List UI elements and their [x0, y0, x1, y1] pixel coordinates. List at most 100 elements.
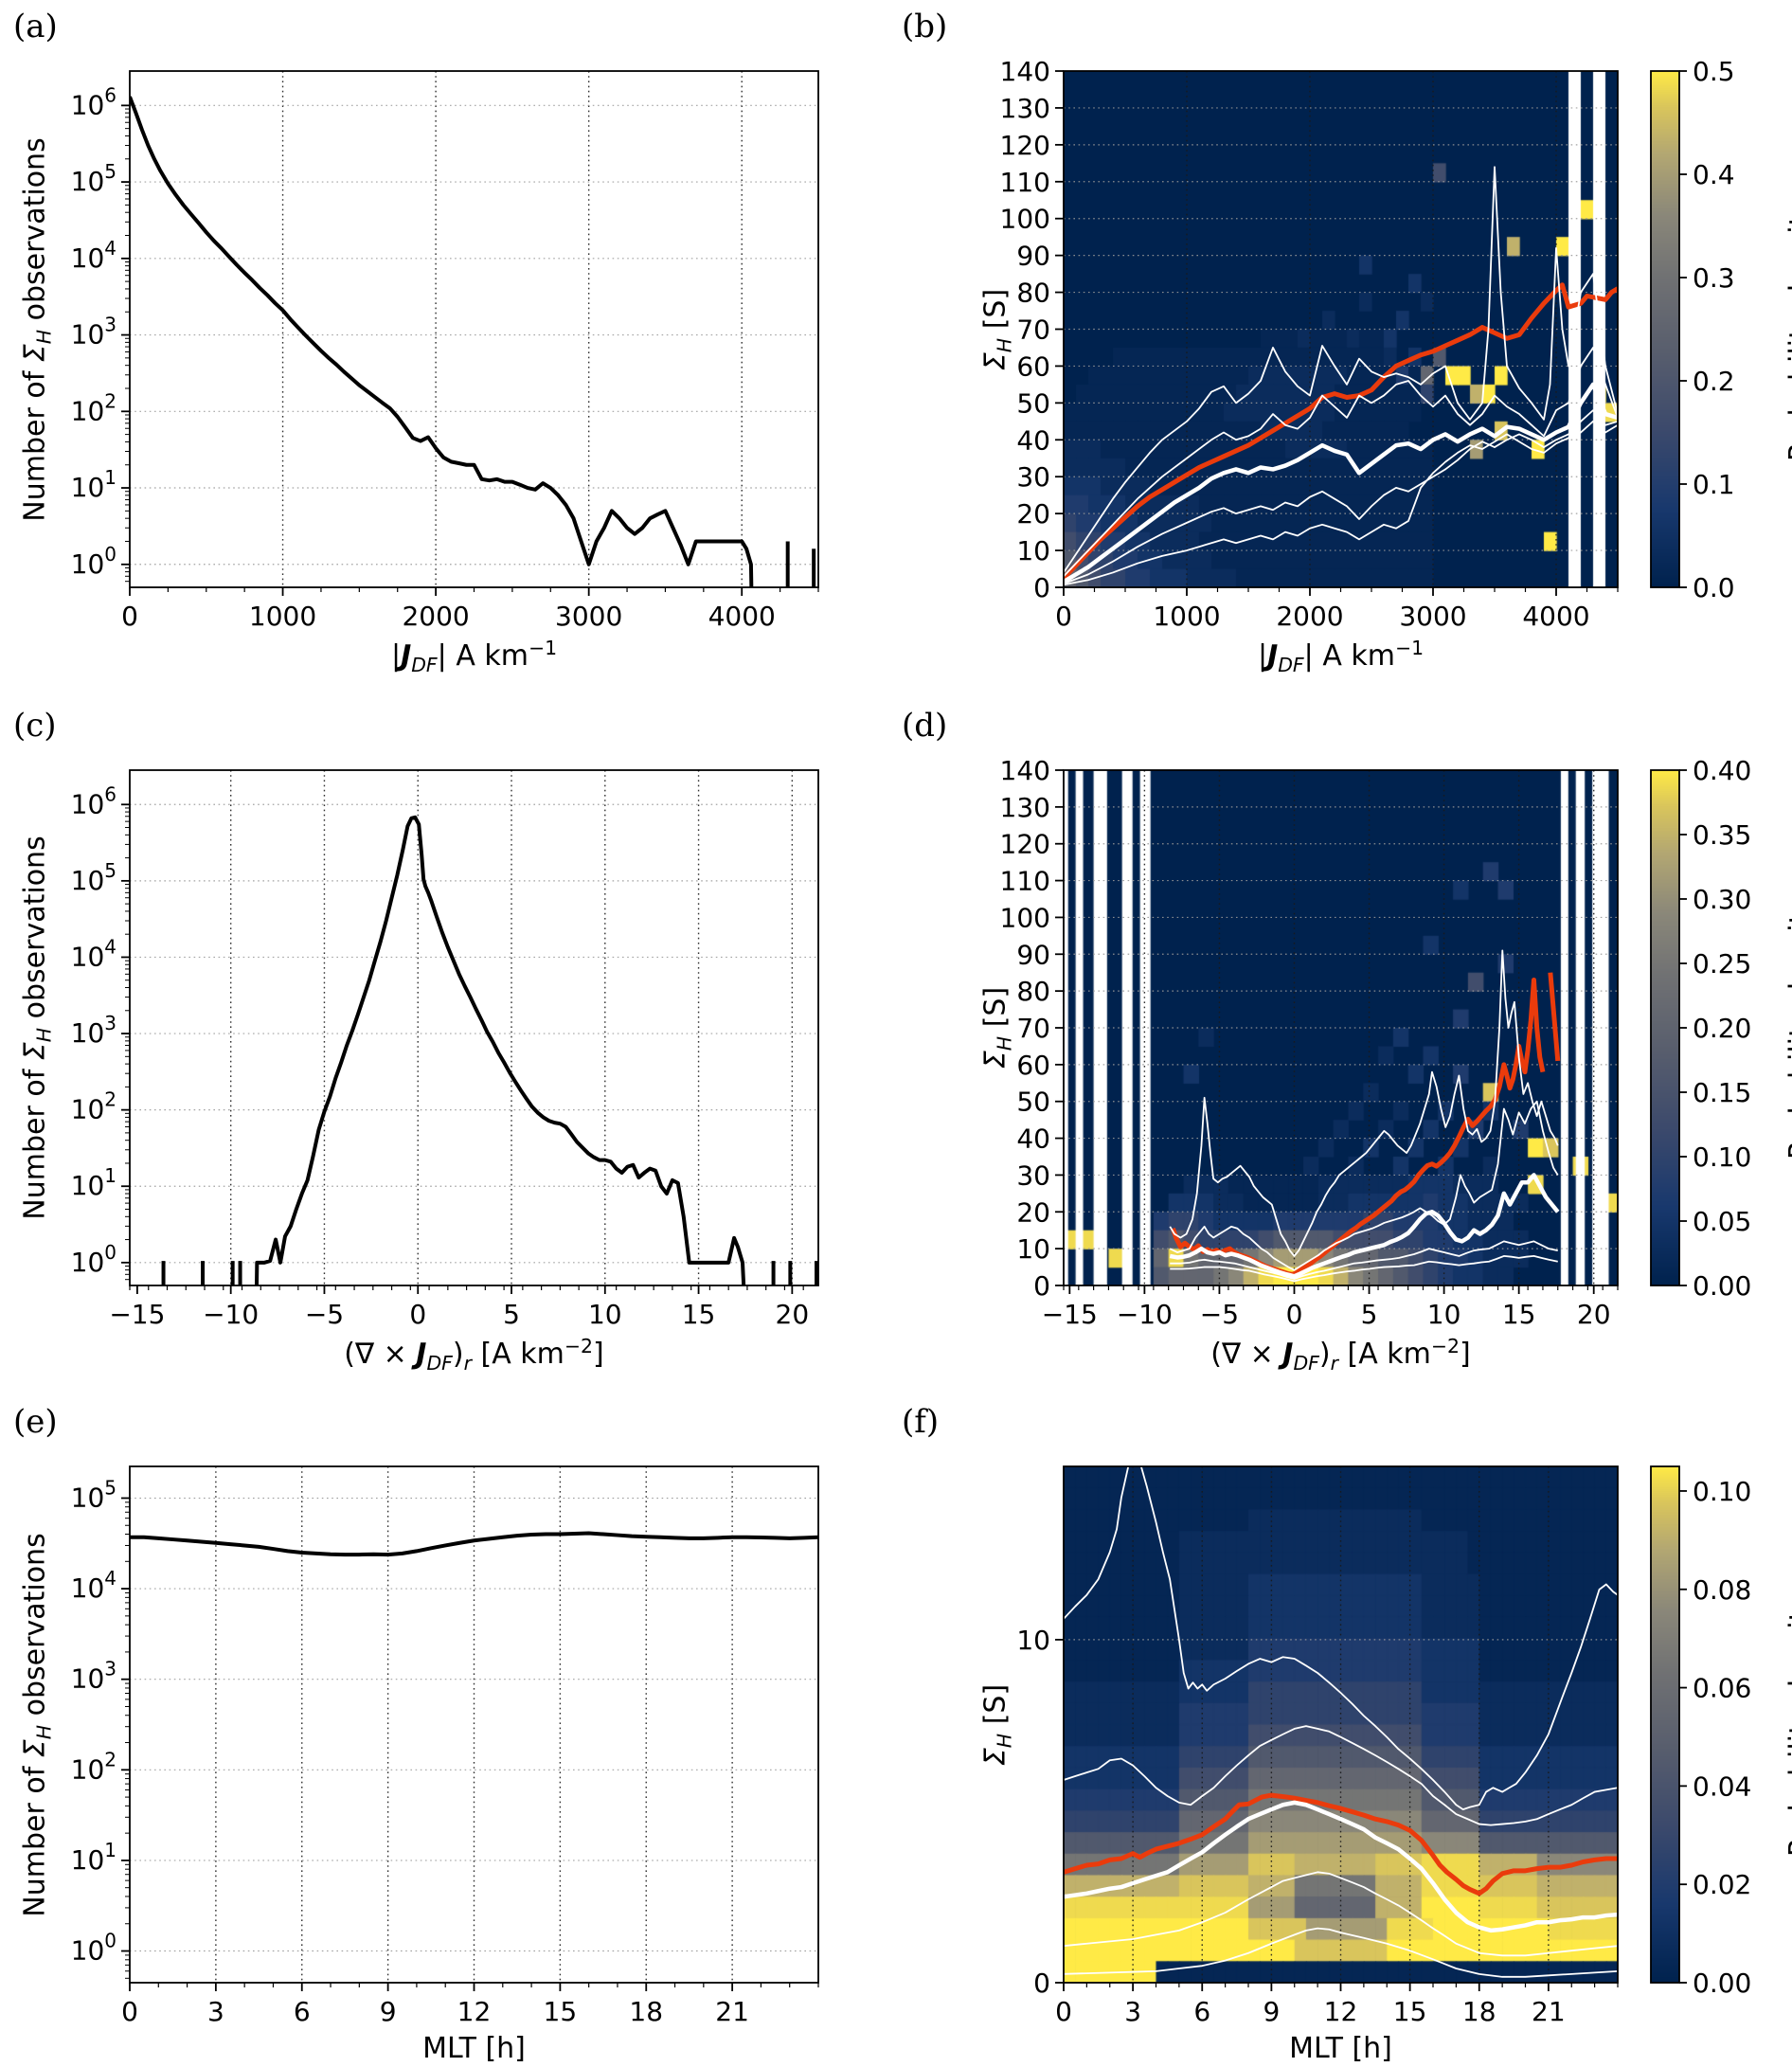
svg-text:18: 18: [629, 1996, 663, 2027]
panel-b-x-axis-label: |JDF| A km−1: [1257, 637, 1425, 676]
svg-text:18: 18: [1462, 1996, 1496, 2027]
svg-text:12: 12: [457, 1996, 492, 2027]
panel-f-x-ticks: 0 3 6 9 12 15 18 21: [1055, 1983, 1619, 2027]
panel-f-data: [1064, 1466, 1618, 1978]
svg-text:30: 30: [1016, 461, 1050, 493]
svg-text:10: 10: [1016, 1625, 1050, 1656]
panel-b-y-ticks: 0 10 20 30 40 50 60 70 80 90 100 110 120 130 140: [1000, 56, 1064, 603]
svg-text:0: 0: [1286, 1299, 1303, 1330]
svg-text:0: 0: [1055, 601, 1072, 632]
panel-d-letter: (d): [902, 707, 948, 745]
panel-e-letter: (e): [13, 1403, 58, 1441]
panel-b-x-ticks: 0 1000 2000 3000 4000: [1055, 587, 1619, 632]
svg-text:90: 90: [1016, 939, 1050, 970]
svg-text:0.08: 0.08: [1693, 1574, 1751, 1606]
svg-text:0: 0: [121, 601, 138, 632]
svg-text:1000: 1000: [249, 601, 316, 632]
svg-text:0.0: 0.0: [1693, 572, 1735, 603]
svg-text:70: 70: [1016, 1013, 1050, 1044]
svg-text:0.5: 0.5: [1693, 56, 1735, 87]
svg-text:40: 40: [1016, 1123, 1050, 1155]
svg-text:110: 110: [1000, 167, 1050, 198]
svg-text:−5: −5: [1200, 1299, 1239, 1330]
svg-text:−10: −10: [203, 1299, 259, 1330]
svg-text:3000: 3000: [555, 601, 622, 632]
svg-text:3: 3: [1124, 1996, 1141, 2027]
svg-text:10: 10: [1427, 1299, 1461, 1330]
panel-d-y-ticks: 0 10 20 30 40 50 60 70 80 90 100 110 120 130 140: [1000, 755, 1064, 1302]
svg-text:10: 10: [588, 1299, 622, 1330]
panel-d-data: [1169, 949, 1561, 1283]
svg-text:3000: 3000: [1399, 601, 1466, 632]
panel-e-data: [130, 1531, 818, 1557]
panel-e-x-axis-label: MLT [h]: [422, 2032, 526, 2065]
svg-text:120: 120: [1000, 829, 1050, 860]
svg-text:0.40: 0.40: [1693, 755, 1751, 786]
panel-f-y-ticks: 10 0: [1016, 1625, 1064, 1999]
svg-text:0: 0: [1033, 572, 1050, 603]
svg-text:0: 0: [1055, 1996, 1072, 2027]
panel-c-x-axis-label: (∇ × JDF)r [A km−2]: [344, 1335, 604, 1375]
svg-text:105: 105: [71, 160, 116, 197]
svg-text:30: 30: [1016, 1159, 1050, 1191]
panel-c-data: [161, 815, 818, 1285]
svg-text:0.35: 0.35: [1693, 819, 1751, 851]
svg-text:130: 130: [1000, 792, 1050, 823]
svg-text:103: 103: [71, 1012, 116, 1049]
panel-f-x-axis-label: MLT [h]: [1289, 2032, 1392, 2065]
svg-text:101: 101: [71, 1164, 116, 1201]
svg-text:104: 104: [71, 1567, 116, 1604]
svg-text:80: 80: [1016, 278, 1050, 309]
panel-b-colorbar-ticks: 0.0 0.1 0.2 0.3 0.4 0.5: [1679, 56, 1735, 603]
svg-text:20: 20: [776, 1299, 810, 1330]
svg-text:100: 100: [71, 1241, 116, 1278]
svg-text:70: 70: [1016, 315, 1050, 346]
svg-text:3: 3: [207, 1996, 224, 2027]
svg-text:130: 130: [1000, 93, 1050, 124]
svg-text:120: 120: [1000, 130, 1050, 161]
svg-text:102: 102: [71, 1748, 116, 1785]
svg-text:9: 9: [1263, 1996, 1280, 2027]
svg-text:0.20: 0.20: [1693, 1013, 1751, 1044]
svg-text:15: 15: [682, 1299, 716, 1330]
panel-e-x-ticks: 0 3 6 9 12 15 18 21: [121, 1983, 819, 2027]
svg-text:0.05: 0.05: [1693, 1206, 1751, 1237]
svg-text:0.10: 0.10: [1693, 1476, 1751, 1507]
svg-text:0.10: 0.10: [1693, 1141, 1751, 1173]
svg-text:0: 0: [409, 1299, 426, 1330]
svg-text:100: 100: [71, 1930, 116, 1967]
panel-d-colorbar-ticks: 0.00 0.05 0.10 0.15 0.20 0.25 0.30 0.35 0.40: [1679, 755, 1751, 1302]
svg-text:0.30: 0.30: [1693, 884, 1751, 915]
svg-text:60: 60: [1016, 1050, 1050, 1081]
svg-text:103: 103: [71, 1658, 116, 1695]
svg-text:104: 104: [71, 935, 116, 972]
svg-text:80: 80: [1016, 976, 1050, 1007]
panel-f-letter: (f): [902, 1403, 940, 1441]
svg-text:0.00: 0.00: [1693, 1968, 1751, 1999]
svg-text:4000: 4000: [708, 601, 776, 632]
svg-text:40: 40: [1016, 424, 1050, 456]
svg-text:15: 15: [1502, 1299, 1536, 1330]
svg-text:−15: −15: [109, 1299, 165, 1330]
svg-text:0.15: 0.15: [1693, 1077, 1751, 1108]
panel-f-colorbar-ticks: 0.00 0.02 0.04 0.06 0.08 0.10: [1679, 1476, 1751, 1999]
panel-a-x-ticks: 0 1000 2000 3000 4000: [121, 587, 819, 632]
panel-c-x-ticks: −15 −10 −5 0 5 10 15 20: [109, 1285, 809, 1330]
svg-text:104: 104: [71, 237, 116, 274]
svg-text:0.2: 0.2: [1693, 366, 1735, 397]
svg-text:100: 100: [71, 543, 116, 580]
svg-text:−15: −15: [1042, 1299, 1098, 1330]
svg-text:0.3: 0.3: [1693, 262, 1735, 294]
svg-text:103: 103: [71, 314, 116, 350]
svg-text:101: 101: [71, 1839, 116, 1876]
svg-text:4000: 4000: [1522, 601, 1589, 632]
panel-d-x-ticks: −15 −10 −5 0 5 10 15 20: [1042, 1285, 1619, 1330]
svg-text:5: 5: [1361, 1299, 1378, 1330]
svg-text:60: 60: [1016, 350, 1050, 382]
panel-d-x-axis-label: (∇ × JDF)r [A km−2]: [1210, 1335, 1471, 1375]
svg-text:140: 140: [1000, 56, 1050, 87]
panel-c-y-ticks: 100 101 102 103 104 105 106: [71, 782, 130, 1281]
svg-text:0.06: 0.06: [1693, 1673, 1751, 1704]
panel-a-x-axis-label: |JDF| A km−1: [390, 637, 558, 676]
